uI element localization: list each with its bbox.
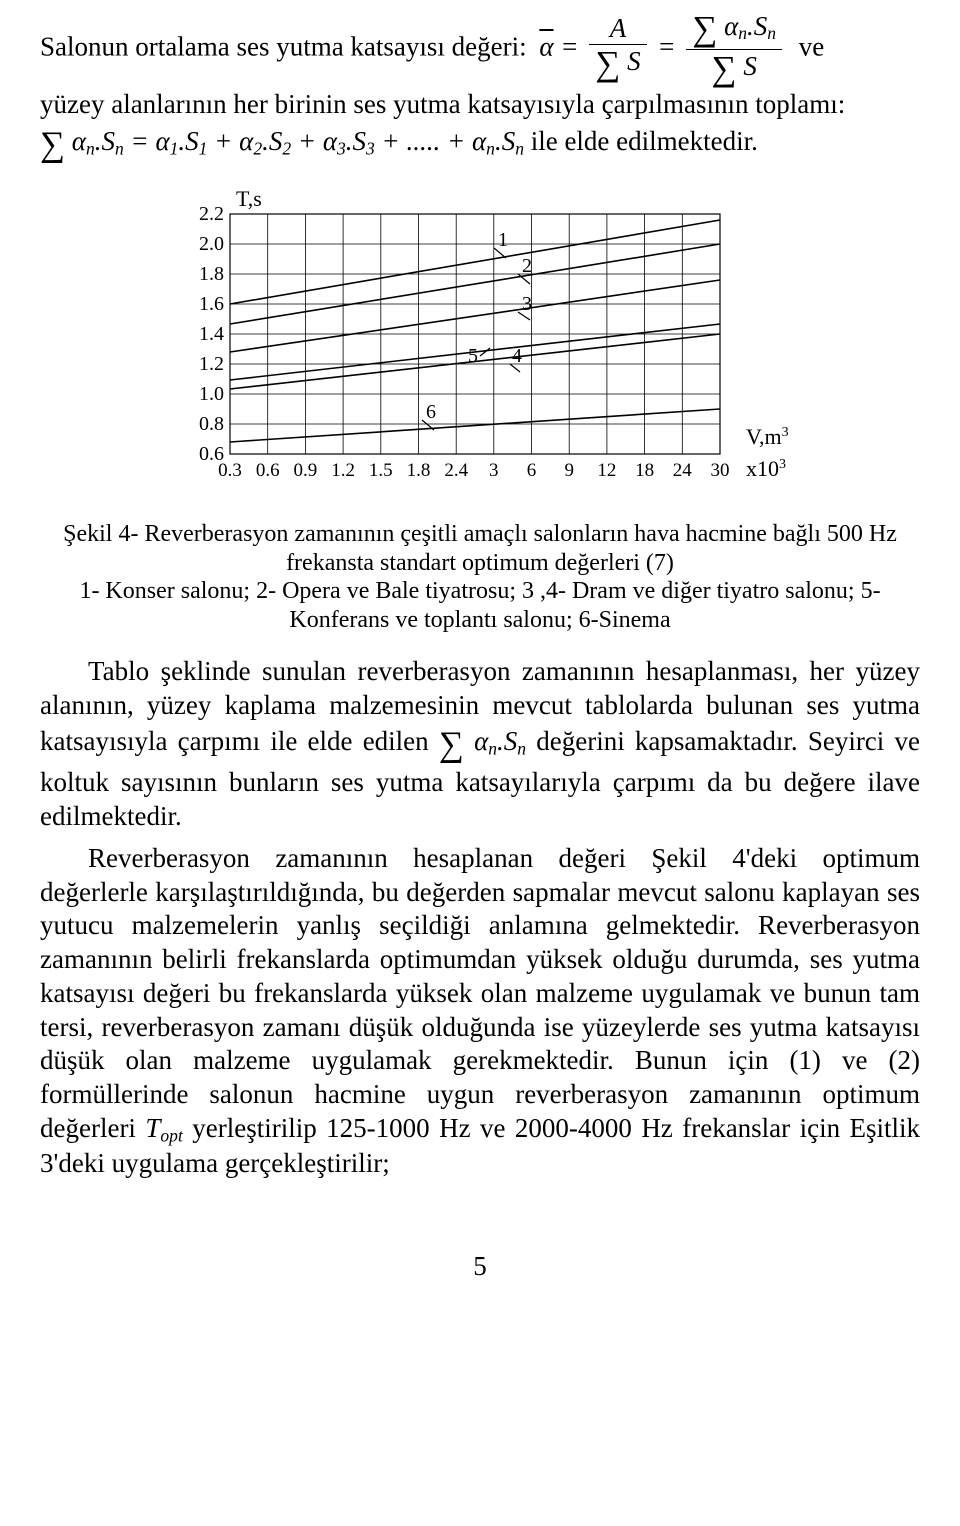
ytick: 2.0 (199, 233, 224, 255)
ytick: 0.8 (199, 413, 224, 435)
curve-label-5: 5 (468, 345, 478, 367)
formula-alpha-bar: α = A ∑ S = ∑ αn.Sn ∑ S (539, 10, 786, 88)
xtick: 1.5 (369, 460, 393, 481)
xtick: 0.6 (256, 460, 280, 481)
intro-text-1b: ve (799, 31, 824, 61)
inline-sum-formula: ∑ αn.Sn (439, 726, 536, 756)
xtick: 3 (489, 460, 499, 481)
curve-label-3: 3 (522, 293, 532, 315)
formula-sum-expand: ∑ αn.Sn = α1.S1 + α2.S2 + α3.S3 + ..... … (40, 126, 531, 156)
page-number: 5 (40, 1251, 920, 1282)
chart-container: 1 2 3 5 4 6 T,s 2.2 2.0 1.8 1.6 1.4 1.2 (40, 184, 920, 514)
curve-label-2: 2 (522, 255, 532, 277)
ytick: 1.0 (199, 383, 224, 405)
ytick: 1.8 (199, 263, 224, 285)
xtick: 1.8 (407, 460, 431, 481)
intro-text-1: Salonun ortalama ses yutma katsayısı değ… (40, 31, 527, 61)
paragraph-table-method: Tablo şeklinde sunulan reverberasyon zam… (40, 655, 920, 834)
intro-paragraph: Salonun ortalama ses yutma katsayısı değ… (40, 10, 920, 166)
chart-xlabel-right: V,m3 (746, 424, 789, 449)
xtick: 6 (527, 460, 537, 481)
curve-label-4: 4 (512, 345, 522, 367)
xtick: 18 (635, 460, 654, 481)
ytick: 2.2 (199, 203, 224, 225)
xtick: 24 (673, 460, 693, 481)
xtick: 2.4 (444, 460, 468, 481)
curve-label-6: 6 (426, 401, 436, 423)
para3-body: Reverberasyon zamanının hesaplanan değer… (40, 843, 920, 1143)
xtick: 1.2 (331, 460, 355, 481)
figure-caption: Şekil 4- Reverberasyon zamanının çeşitli… (40, 520, 920, 635)
xtick: 0.9 (294, 460, 318, 481)
curve-label-1: 1 (498, 229, 508, 251)
xtick: 9 (564, 460, 574, 481)
ytick: 1.2 (199, 353, 224, 375)
intro-text-3: ile elde edilmektedir. (531, 126, 758, 156)
caption-line-2: 1- Konser salonu; 2- Opera ve Bale tiyat… (79, 578, 880, 633)
inline-t-opt: Topt (145, 1113, 192, 1143)
ytick: 1.4 (199, 323, 224, 345)
xtick: 0.3 (218, 460, 242, 481)
intro-text-2: yüzey alanlarının her birinin ses yutma … (40, 89, 845, 119)
xtick: 12 (597, 460, 616, 481)
paragraph-reverberation: Reverberasyon zamanının hesaplanan değer… (40, 842, 920, 1181)
reverberation-chart: 1 2 3 5 4 6 T,s 2.2 2.0 1.8 1.6 1.4 1.2 (150, 184, 810, 514)
caption-line-1: Şekil 4- Reverberasyon zamanının çeşitli… (63, 521, 897, 576)
ytick: 1.6 (199, 293, 224, 315)
xtick: 30 (711, 460, 730, 481)
chart-ylabel: T,s (236, 186, 262, 211)
chart-xscale-label: x103 (746, 456, 786, 481)
